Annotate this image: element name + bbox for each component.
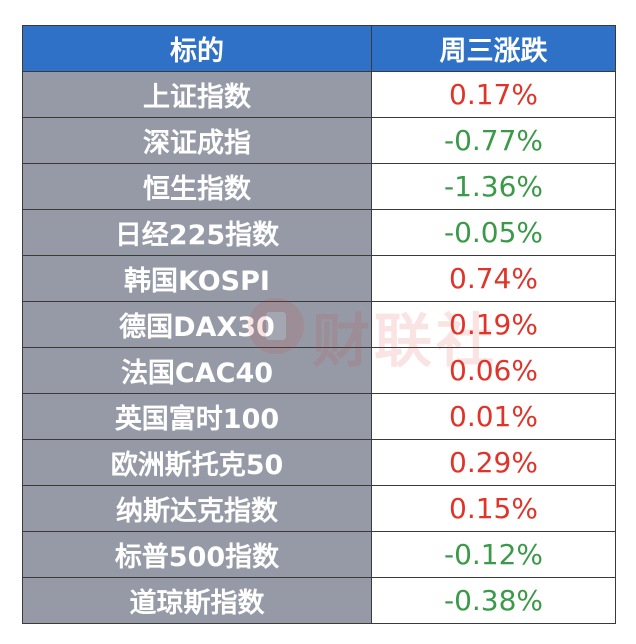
instrument-name: 标普500指数 xyxy=(22,531,372,578)
table-row: 上证指数 0.17% xyxy=(22,71,616,118)
change-value: 0.19% xyxy=(371,301,616,348)
table-row: 韩国KOSPI 0.74% xyxy=(22,255,616,302)
table-header-row: 标的 周三涨跌 xyxy=(22,25,616,72)
table-row: 欧洲斯托克50 0.29% xyxy=(22,439,616,486)
change-value: -0.77% xyxy=(371,117,616,164)
table-row: 道琼斯指数 -0.38% xyxy=(22,577,616,624)
header-wednesday-change: 周三涨跌 xyxy=(371,25,616,72)
instrument-name: 韩国KOSPI xyxy=(22,255,372,302)
change-value: 0.01% xyxy=(371,393,616,440)
table-row: 法国CAC40 0.06% xyxy=(22,347,616,394)
table-row: 标普500指数 -0.12% xyxy=(22,531,616,578)
instrument-name: 法国CAC40 xyxy=(22,347,372,394)
instrument-name: 英国富时100 xyxy=(22,393,372,440)
instrument-name: 深证成指 xyxy=(22,117,372,164)
change-value: 0.29% xyxy=(371,439,616,486)
change-value: 0.15% xyxy=(371,485,616,532)
instrument-name: 欧洲斯托克50 xyxy=(22,439,372,486)
instrument-name: 纳斯达克指数 xyxy=(22,485,372,532)
header-instrument: 标的 xyxy=(22,25,372,72)
table-row: 日经225指数 -0.05% xyxy=(22,209,616,256)
table-row: 德国DAX30 0.19% xyxy=(22,301,616,348)
change-value: 0.17% xyxy=(371,71,616,118)
instrument-name: 德国DAX30 xyxy=(22,301,372,348)
table-row: 深证成指 -0.77% xyxy=(22,117,616,164)
change-value: -0.12% xyxy=(371,531,616,578)
change-value: -0.05% xyxy=(371,209,616,256)
change-value: -1.36% xyxy=(371,163,616,210)
change-value: -0.38% xyxy=(371,577,616,624)
table-body: 上证指数 0.17% 深证成指 -0.77% 恒生指数 -1.36% 日经225… xyxy=(22,71,616,624)
change-value: 0.06% xyxy=(371,347,616,394)
instrument-name: 道琼斯指数 xyxy=(22,577,372,624)
table-row: 纳斯达克指数 0.15% xyxy=(22,485,616,532)
instrument-name: 上证指数 xyxy=(22,71,372,118)
change-value: 0.74% xyxy=(371,255,616,302)
table-row: 恒生指数 -1.36% xyxy=(22,163,616,210)
table-row: 英国富时100 0.01% xyxy=(22,393,616,440)
instrument-name: 恒生指数 xyxy=(22,163,372,210)
market-change-table: 标的 周三涨跌 上证指数 0.17% 深证成指 -0.77% 恒生指数 -1.3… xyxy=(22,25,616,624)
instrument-name: 日经225指数 xyxy=(22,209,372,256)
